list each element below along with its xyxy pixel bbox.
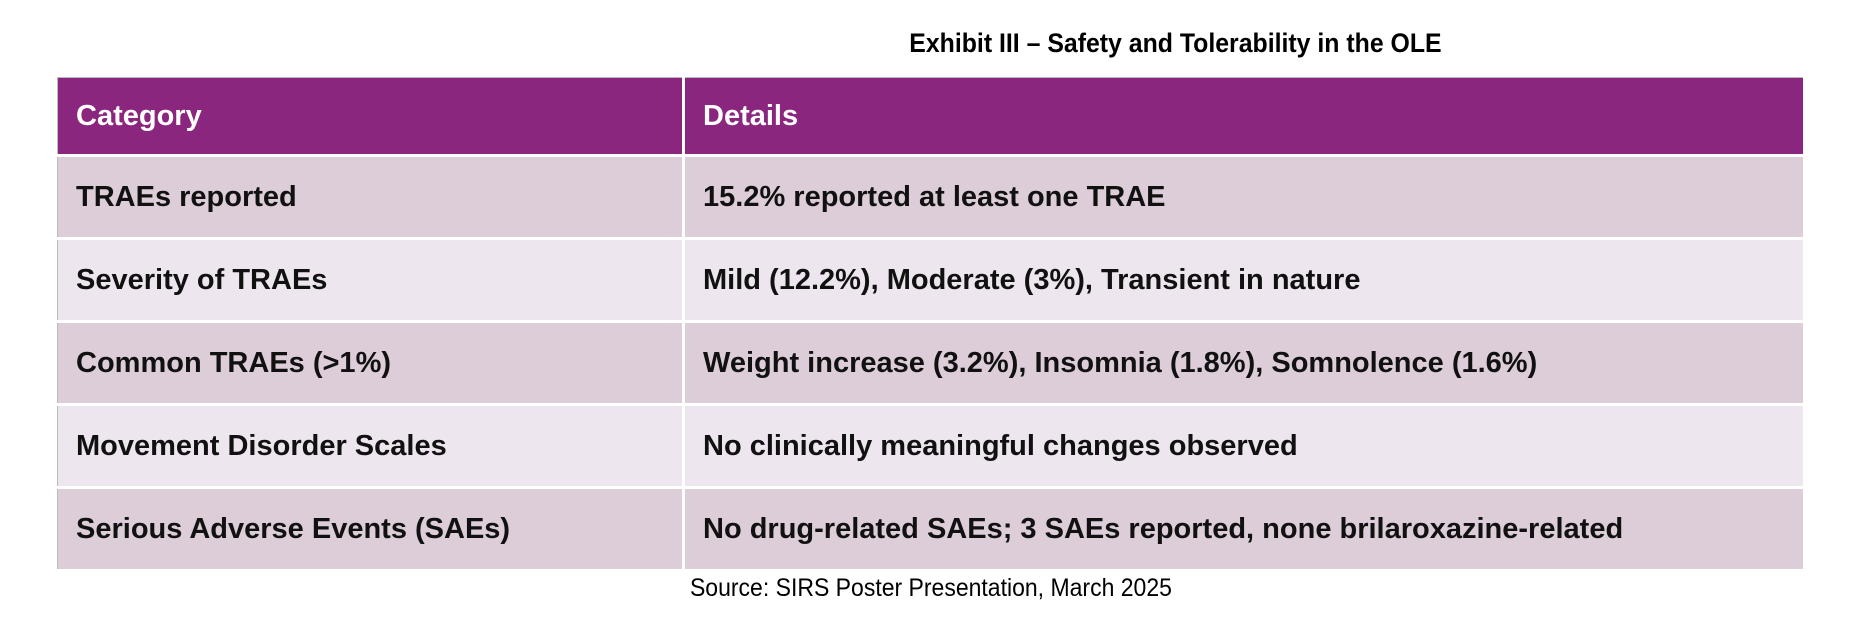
cell-category: TRAEs reported [57,155,685,240]
exhibit-title-text: Exhibit III – Safety and Tolerability in… [909,28,1442,58]
cell-category: Movement Disorder Scales [57,404,685,489]
table-row: Common TRAEs (>1%) Weight increase (3.2%… [57,321,1803,406]
source-note: Source: SIRS Poster Presentation, March … [0,574,1862,603]
header-category: Category [57,77,685,157]
cell-details: 15.2% reported at least one TRAE [683,155,1803,240]
cell-category: Common TRAEs (>1%) [57,321,685,406]
table-row: Severity of TRAEs Mild (12.2%), Moderate… [57,238,1803,323]
cell-details: No drug-related SAEs; 3 SAEs reported, n… [683,487,1803,572]
table-row: Movement Disorder Scales No clinically m… [57,404,1803,489]
cell-details: No clinically meaningful changes observe… [683,404,1803,489]
source-text: Source: SIRS Poster Presentation, March … [690,574,1172,602]
cell-details: Mild (12.2%), Moderate (3%), Transient i… [683,238,1803,323]
exhibit-title: Exhibit III – Safety and Tolerability in… [0,28,1442,59]
safety-table: Category Details TRAEs reported 15.2% re… [57,77,1803,572]
cell-category: Severity of TRAEs [57,238,685,323]
table-row: TRAEs reported 15.2% reported at least o… [57,155,1803,240]
header-details: Details [683,77,1803,157]
table-row: Serious Adverse Events (SAEs) No drug-re… [57,487,1803,572]
cell-category: Serious Adverse Events (SAEs) [57,487,685,572]
table-header-row: Category Details [57,77,1803,157]
cell-details: Weight increase (3.2%), Insomnia (1.8%),… [683,321,1803,406]
